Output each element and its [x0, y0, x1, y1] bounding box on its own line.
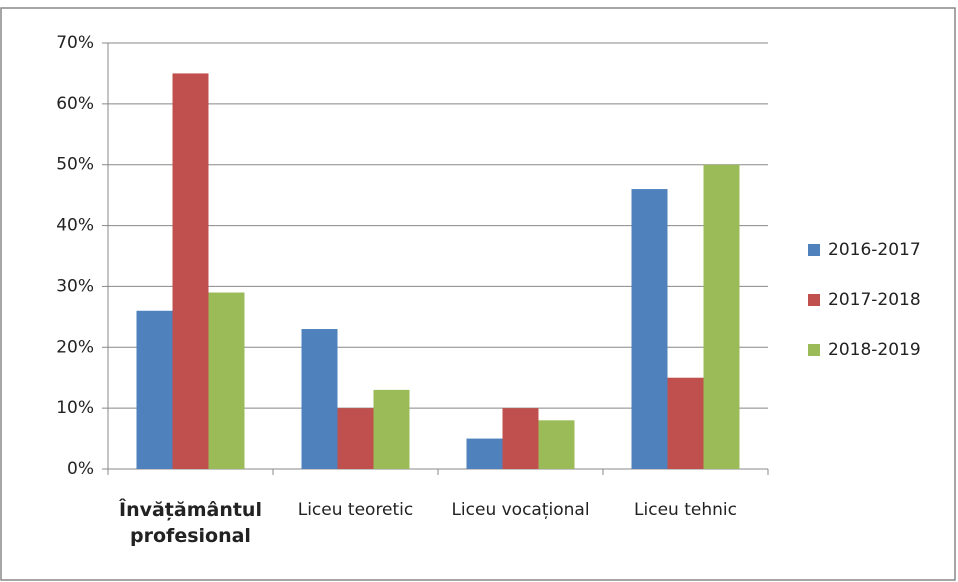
bar [301, 329, 338, 469]
legend-label: 2016-2017 [828, 240, 921, 260]
legend-swatch [808, 344, 820, 356]
bar [136, 310, 173, 469]
bar [337, 408, 374, 469]
legend-swatch [808, 294, 820, 306]
y-tick-label: 60% [56, 94, 94, 114]
x-tick-label: Liceu vocațional [451, 500, 590, 520]
bar [208, 292, 245, 469]
bar [502, 408, 539, 469]
chart-border [0, 7, 956, 581]
x-tick-label: Liceu tehnic [634, 500, 737, 520]
x-tick-label: Învățământul profesional [119, 499, 262, 547]
bar [703, 164, 740, 469]
y-tick-label: 0% [67, 459, 94, 479]
bar [667, 377, 704, 469]
x-tick-label: Liceu teoretic [297, 500, 414, 520]
y-tick-label: 20% [56, 337, 94, 357]
bar [466, 438, 503, 469]
bar [373, 389, 410, 469]
y-tick-label: 40% [56, 216, 94, 236]
y-tick-label: 10% [56, 398, 94, 418]
y-tick-label: 70% [56, 33, 94, 53]
y-tick-label: 50% [56, 155, 94, 175]
legend-swatch [808, 244, 820, 256]
bar [172, 73, 209, 469]
bar [631, 189, 668, 470]
legend-label: 2017-2018 [828, 290, 921, 310]
bar [538, 420, 575, 469]
legend-label: 2018-2019 [828, 340, 921, 360]
y-tick-label: 30% [56, 276, 94, 296]
